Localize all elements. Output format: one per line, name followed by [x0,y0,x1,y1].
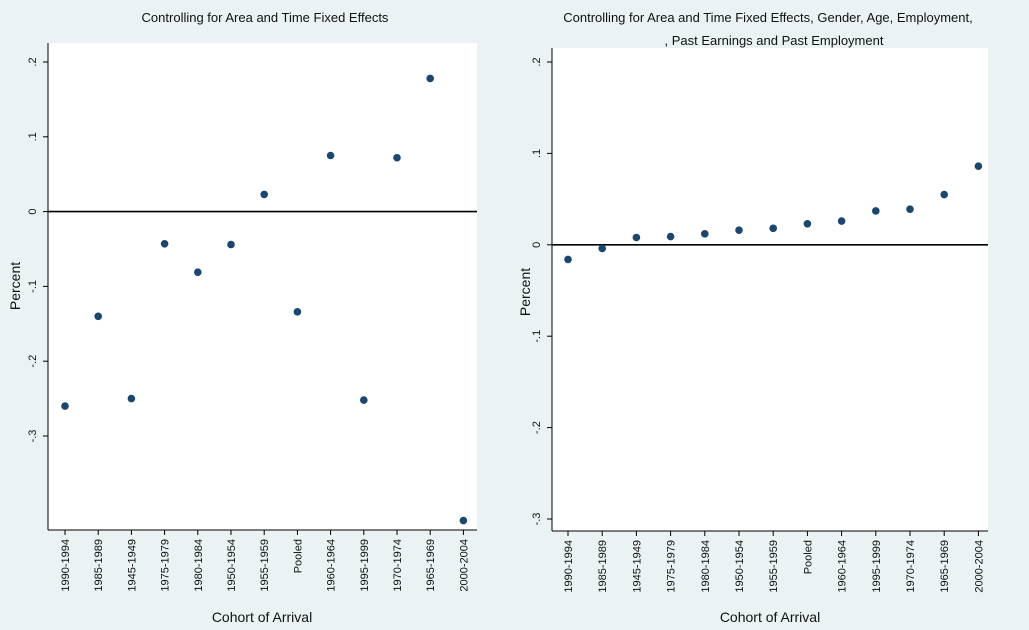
right-x-ticks: 1990-1994 1985-1989 1945-1949 1975-1979 1980… [563,531,985,593]
left-data-point [459,516,468,525]
right-data-point [803,219,812,228]
left-data-point [61,402,69,410]
right-y-tick-label: -.3 [531,513,543,526]
right-x-tick-label: 1990-1994 [563,540,575,593]
left-data-point [426,74,435,83]
left-data-point [293,308,302,316]
right-y-tick-label: -.2 [531,421,543,434]
right-data-point [598,244,606,253]
left-y-tick-label: .2 [27,57,39,66]
left-data-point [227,240,235,249]
left-x-tick-label: Pooled [292,539,304,573]
left-y-axis-label: Percent [7,262,23,310]
right-data-point [632,233,641,242]
left-x-tick-label: 1980-1984 [193,539,205,592]
left-data-points [61,74,468,525]
left-data-point [360,396,368,404]
right-data-point [906,205,914,213]
left-x-ticks: 1990-1994 1985-1989 1945-1949 1975-1979 1980… [60,530,470,592]
right-plot-area [552,48,988,531]
right-x-tick-label: 1975-1979 [666,540,678,593]
right-data-point [701,230,709,238]
right-y-tick-label: .2 [531,57,543,66]
left-x-tick-label: 1985-1989 [93,539,105,592]
left-y-tick-label: .1 [27,132,39,141]
right-x-tick-label: Pooled [802,540,814,574]
left-y-tick-label: -.1 [27,280,39,293]
left-x-tick-label: 1965-1969 [425,539,437,592]
right-data-point [666,232,675,241]
right-chart-title: Controlling for Area and Time Fixed Effe… [563,10,972,25]
left-chart-panel: Controlling for Area and Time Fixed Effe… [7,10,477,625]
right-y-ticks: .2 .1 0 -.1 -.2 -.3 [531,57,552,525]
right-y-tick-label: .1 [531,149,543,158]
right-x-tick-label: 1995-1999 [871,540,883,593]
left-data-point [127,394,136,403]
left-y-tick-label: 0 [27,209,39,215]
right-data-point [564,255,572,264]
right-x-tick-label: 1950-1954 [734,540,746,593]
left-y-tick-label: -.2 [27,355,39,368]
left-x-tick-label: 1970-1974 [392,539,404,592]
left-y-tick-label: -.3 [27,430,39,443]
right-data-point [974,162,983,170]
right-data-point [940,190,948,199]
left-x-tick-label: 1960-1964 [326,539,338,592]
right-chart-panel: Controlling for Area and Time Fixed Effe… [517,10,988,625]
left-data-point [94,312,102,321]
left-data-point [393,153,401,162]
left-chart-title: Controlling for Area and Time Fixed Effe… [142,10,389,25]
left-plot-area [48,43,477,530]
left-data-point [326,151,335,160]
left-data-point [260,190,269,199]
right-data-point [769,224,777,233]
right-y-tick-label: -.1 [531,330,543,343]
right-x-tick-label: 1985-1989 [597,540,609,593]
right-x-tick-label: 1965-1969 [939,540,951,593]
left-x-tick-label: 1950-1954 [226,539,238,592]
left-x-tick-label: 1975-1979 [160,539,172,592]
left-x-tick-label: 2000-2004 [458,539,470,592]
right-chart-subtitle: , Past Earnings and Past Employment [665,33,884,48]
right-x-tick-label: 2000-2004 [973,540,985,593]
right-y-axis-label: Percent [517,268,533,316]
left-x-tick-label: 1990-1994 [60,539,72,592]
left-x-tick-label: 1995-1999 [359,539,371,592]
left-x-tick-label: 1955-1959 [259,539,271,592]
right-data-point [837,217,846,225]
right-x-axis-label: Cohort of Arrival [720,609,820,625]
left-x-tick-label: 1945-1949 [126,539,138,592]
left-data-point [160,239,169,248]
right-x-tick-label: 1980-1984 [700,540,712,593]
left-y-ticks: .2 .1 0 -.1 -.2 -.3 [27,57,48,442]
right-x-tick-label: 1970-1974 [905,540,917,593]
right-x-tick-label: 1960-1964 [837,540,849,593]
right-y-tick-label: 0 [531,242,543,248]
right-x-tick-label: 1955-1959 [768,540,780,593]
right-data-points [564,162,983,264]
right-data-point [872,207,880,215]
left-x-axis-label: Cohort of Arrival [212,609,312,625]
left-data-point [194,268,202,276]
right-data-point [735,226,743,234]
right-x-tick-label: 1945-1949 [631,540,643,593]
